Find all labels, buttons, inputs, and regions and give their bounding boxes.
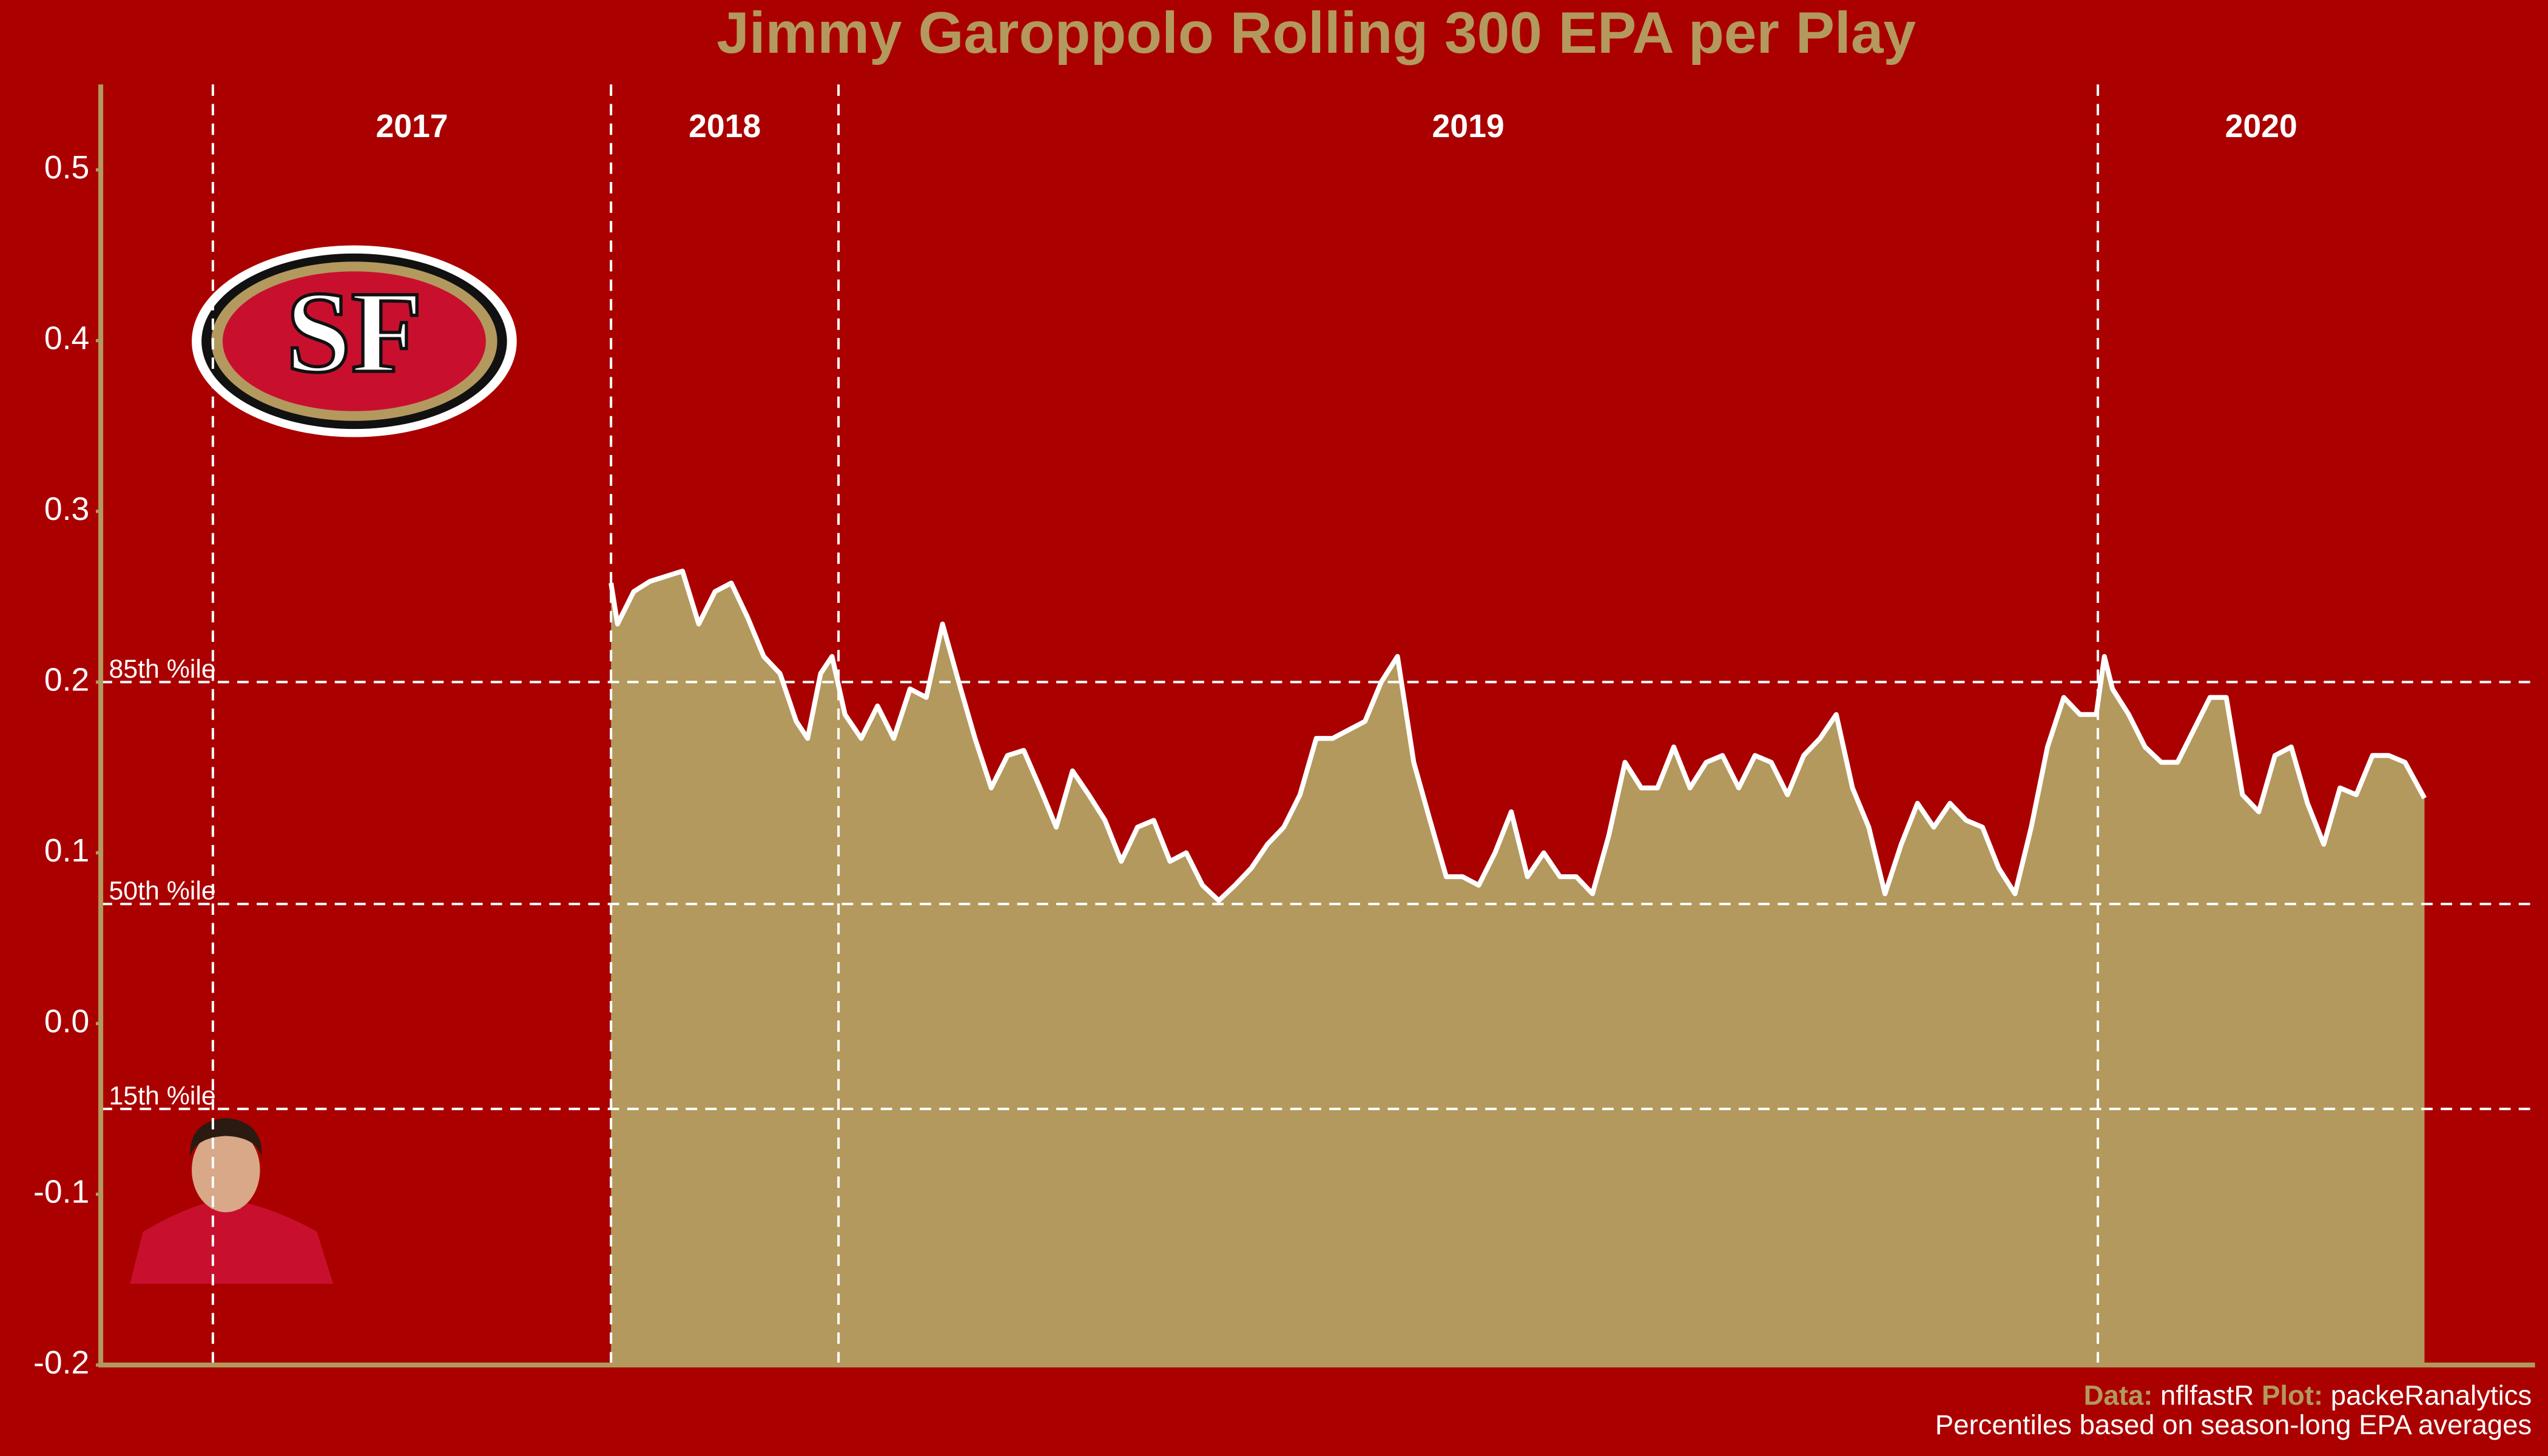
y-tick-label: 0.3: [44, 491, 89, 527]
caption-data-source: nflfastR: [2160, 1380, 2254, 1411]
reference-label: 50th %ile: [109, 877, 215, 906]
caption-note: Percentiles based on season-long EPA ave…: [1935, 1409, 2532, 1440]
y-tick-label: 0.2: [44, 662, 89, 698]
y-tick-label: 0.0: [44, 1003, 89, 1039]
plot-area: 85th %ile 50th %ile 15th %ile 2017 2018 2019 2…: [33, 84, 2535, 1381]
team-logo: SF: [192, 245, 517, 437]
area-fill: [611, 571, 2425, 1365]
caption-line: Data: nflfastR Plot: packeRanalytics: [2084, 1380, 2532, 1411]
area-line: [608, 568, 2427, 903]
chart-title: Jimmy Garoppolo Rolling 300 EPA per Play: [716, 1, 1916, 66]
y-tick-label: 0.4: [44, 321, 89, 357]
season-label: 2018: [689, 109, 761, 144]
player-headshot: [130, 1117, 334, 1284]
season-label: 2020: [2225, 109, 2297, 144]
caption-plot-label: Plot:: [2262, 1380, 2323, 1411]
caption-data-label: Data:: [2084, 1380, 2153, 1411]
season-label: 2017: [376, 109, 448, 144]
reference-label: 85th %ile: [109, 655, 215, 684]
y-tick-label: 0.1: [44, 833, 89, 869]
caption-plot-author: packeRanalytics: [2331, 1380, 2532, 1411]
logo-text: SF: [286, 267, 422, 397]
y-tick-label: -0.1: [33, 1175, 89, 1210]
headshot-face: [192, 1127, 260, 1213]
headshot-hair: [190, 1117, 262, 1158]
season-label: 2019: [1432, 109, 1505, 144]
reference-label: 15th %ile: [109, 1081, 215, 1110]
y-tick-label: -0.2: [33, 1345, 89, 1381]
logo-red: [222, 271, 486, 411]
y-tick-label: 0.5: [44, 150, 89, 186]
headshot-shirt: [130, 1202, 334, 1284]
